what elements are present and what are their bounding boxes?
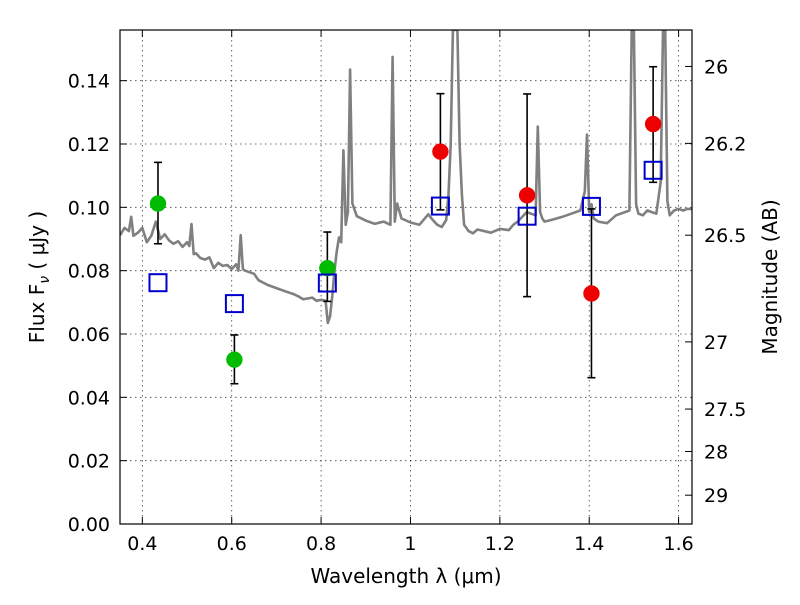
data-point-circle [432,143,449,160]
y-axis-title: Flux Fν ( μJy ) [25,211,53,343]
data-point-square [430,196,450,216]
marks-layer [148,65,663,385]
data-point-square [224,294,244,314]
data-point-square [517,206,537,226]
y2-tick-label: 26.2 [704,133,746,155]
y-tick-label: 0.00 [68,514,110,536]
x-axis-title: Wavelength λ (μm) [310,564,501,588]
data-point-square [148,273,168,293]
y2-tick-label: 26.5 [704,225,746,247]
y-tick-label: 0.02 [68,451,110,473]
y-axis-title-main: Flux F [25,284,49,343]
y2-tick-label: 27.5 [704,399,746,421]
spectrum-line [120,30,692,325]
y-tick-label: 0.10 [68,197,110,219]
y-tick-label: 0.12 [68,134,110,156]
x-tick-label: 0.4 [127,533,157,555]
y-axis-title-subscript: ν [37,276,53,284]
ticks-layer: 0.4 0.6 0.8 1 1.2 1.4 1.6 0.00 0.02 0.04 0.06 0.08 0… [68,30,746,555]
data-point-circle [583,285,600,302]
data-point-square [581,196,601,216]
y-tick-label: 0.04 [68,387,110,409]
x-tick-label: 1.2 [485,533,515,555]
y-axis-title-unit: ( μJy ) [25,211,49,276]
data-point-circle [319,259,336,277]
y2-tick-label: 29 [704,485,728,507]
y2-tick-label: 28 [704,441,728,463]
x-tick-label: 0.8 [306,533,336,555]
x-tick-label: 0.6 [217,533,247,555]
y2-tick-label: 26 [704,56,728,78]
data-point-square [317,273,337,293]
x-tick-label: 1 [404,533,416,555]
grid-layer [120,30,692,525]
x-tick-label: 1.4 [574,533,604,555]
plot-frame [119,29,693,525]
data-point-circle [149,195,167,212]
data-point-circle [644,115,662,133]
data-point-circle [518,187,536,204]
y2-axis-title: Magnitude (AB) [758,199,782,354]
spectrum-layer [120,30,692,325]
y-tick-label: 0.14 [68,71,110,93]
y-tick-label: 0.06 [68,324,110,346]
data-point-circle [226,351,243,368]
y2-tick-label: 27 [704,332,728,354]
x-tick-label: 1.6 [663,533,693,555]
y-tick-label: 0.08 [68,261,110,283]
data-point-square [643,160,663,180]
